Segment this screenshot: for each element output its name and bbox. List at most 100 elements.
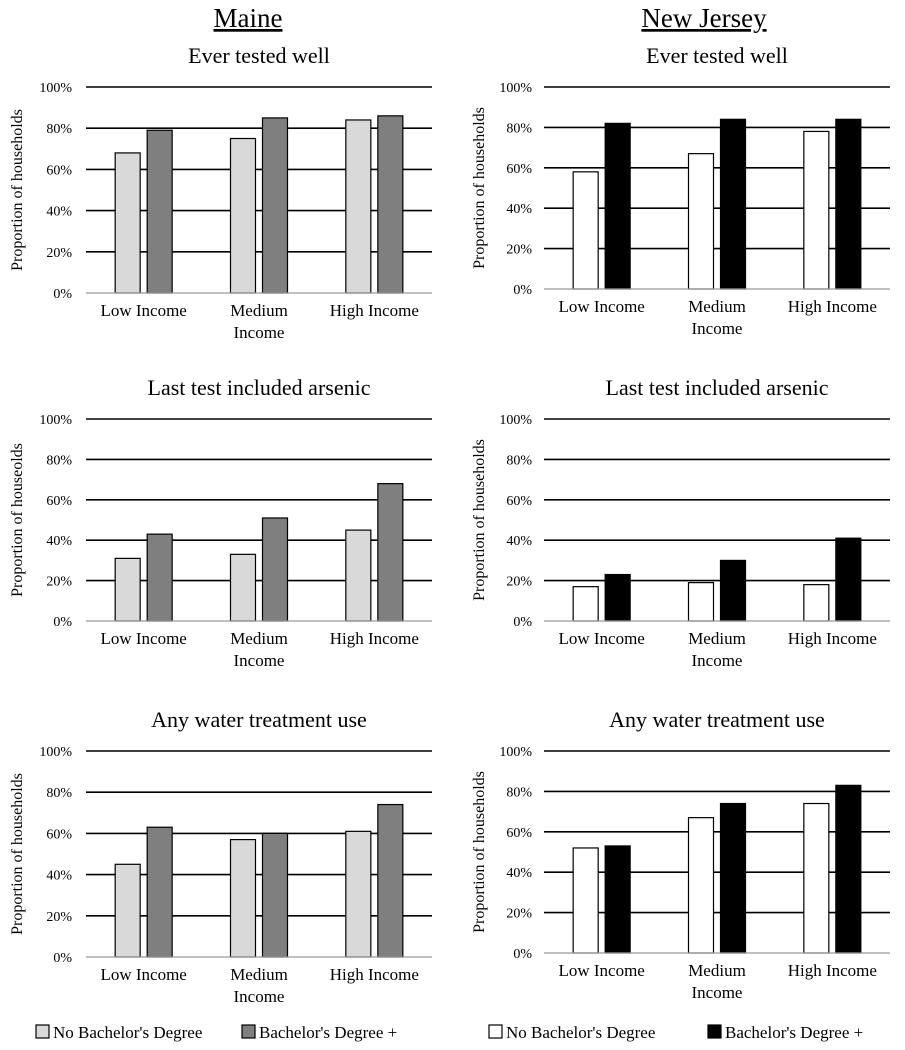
bar-no-bachelor-s-degree-low-income [572,171,599,290]
column-title-maine: Maine [214,3,283,33]
y-tick-label: 80% [506,121,532,136]
chart-new-jersey-ever-tested-well: Ever tested well Proportion of households… [471,43,890,338]
y-axis-label: Proportion of households [9,773,26,935]
y-tick-label: 20% [506,243,532,258]
bar-bachelor-s-degree-high-income [835,784,862,954]
bar-no-bachelor-s-degree-low-income [114,863,141,958]
bar-no-bachelor-s-degree-low-income [114,557,141,622]
y-axis-label: Proportion of households [471,771,488,933]
y-tick-label: 60% [506,826,532,841]
x-category-label: Medium [230,965,288,984]
y-tick-label: 20% [46,910,72,925]
legend-swatch [241,1024,256,1039]
bar-bachelor-s-degree-medium-income [719,118,747,290]
bar-bachelor-s-degree-high-income [835,537,862,622]
bar-no-bachelor-s-degree-low-income [114,152,141,294]
chart-new-jersey-any-water-treatment-use: Any water treatment use Proportion of hou… [471,707,890,1002]
x-category-label: High Income [788,629,877,648]
bar-bachelor-s-degree-high-income [377,803,404,958]
y-tick-label: 60% [506,162,532,177]
bar-bachelor-s-degree-high-income [377,115,404,294]
bar-no-bachelor-s-degree-medium-income [229,553,257,622]
chart-maine-last-test-included-arsenic: Last test included arsenic Proportion of … [9,375,432,670]
y-tick-label: 40% [46,534,72,549]
x-category-label: Low Income [558,961,644,980]
x-category-label: Low Income [558,297,644,316]
legend-swatch [35,1024,50,1039]
bar-no-bachelor-s-degree-high-income [803,584,830,622]
bar-bachelor-s-degree-low-income [146,533,173,622]
x-category-label: High Income [330,301,419,320]
bar-no-bachelor-s-degree-medium-income [687,817,715,954]
legend-label: No Bachelor's Degree [506,1023,655,1042]
x-category-label: High Income [330,629,419,648]
chart-maine-ever-tested-well: Ever tested well Proportion of households… [9,43,432,342]
y-tick-label: 40% [46,869,72,884]
column-title-new-jersey: New Jersey [641,3,767,33]
bar-bachelor-s-degree-low-income [604,573,631,622]
bar-no-bachelor-s-degree-medium-income [229,137,257,294]
y-tick-label: 20% [506,907,532,922]
bar-bachelor-s-degree-medium-income [719,802,747,954]
bar-no-bachelor-s-degree-medium-income [687,582,715,622]
y-axis-label: Proportion of houseolds [9,443,26,597]
bar-bachelor-s-degree-high-income [377,483,404,622]
y-tick-label: 0% [53,615,72,630]
bar-bachelor-s-degree-medium-income [261,517,289,622]
legend-swatch [488,1024,503,1039]
y-tick-label: 20% [46,575,72,590]
x-category-label: Income [234,987,285,1006]
y-tick-label: 0% [53,951,72,966]
bar-no-bachelor-s-degree-high-income [803,130,830,290]
x-category-label: High Income [788,961,877,980]
y-tick-label: 60% [506,494,532,509]
y-tick-label: 100% [499,81,532,96]
y-tick-label: 60% [46,163,72,178]
y-tick-label: 40% [46,205,72,220]
chart-panels: Ever tested well Proportion of households… [9,43,890,1006]
x-category-label: Medium [688,961,746,980]
chart-title: Any water treatment use [609,707,825,732]
y-axis-label: Proportion of households [471,107,488,269]
legend-label: Bachelor's Degree + [259,1023,397,1042]
y-tick-label: 20% [46,246,72,261]
x-category-label: Income [692,983,743,1002]
chart-title: Last test included arsenic [606,375,829,400]
bar-no-bachelor-s-degree-medium-income [687,153,715,290]
x-category-label: Income [692,319,743,338]
y-tick-label: 40% [506,866,532,881]
y-tick-label: 100% [39,81,72,96]
chart-title: Any water treatment use [151,707,367,732]
y-tick-label: 100% [499,413,532,428]
chart-title: Ever tested well [188,43,330,68]
y-tick-label: 80% [506,785,532,800]
y-tick-label: 40% [506,534,532,549]
bar-bachelor-s-degree-low-income [604,122,631,290]
x-category-label: Medium [230,301,288,320]
y-tick-label: 100% [499,745,532,760]
y-tick-label: 40% [506,202,532,217]
bar-no-bachelor-s-degree-high-income [345,529,372,622]
x-category-label: Low Income [558,629,644,648]
legend-maine: No Bachelor's Degree Bachelor's Degree + [35,1023,397,1042]
legend-label: Bachelor's Degree + [725,1023,863,1042]
bar-bachelor-s-degree-medium-income [261,117,289,294]
y-axis-label: Proportion of households [471,439,488,601]
y-tick-label: 80% [46,122,72,137]
x-category-label: Medium [230,629,288,648]
x-category-label: Low Income [100,965,186,984]
y-tick-label: 20% [506,575,532,590]
bar-bachelor-s-degree-low-income [604,845,631,954]
bar-bachelor-s-degree-medium-income [719,559,747,622]
y-tick-label: 60% [46,494,72,509]
y-tick-label: 100% [39,745,72,760]
y-tick-label: 0% [513,283,532,298]
y-axis-label: Proportion of households [9,109,26,271]
x-category-label: Low Income [100,301,186,320]
bar-no-bachelor-s-degree-medium-income [229,838,257,958]
bar-no-bachelor-s-degree-high-income [803,802,830,954]
x-category-label: Income [692,651,743,670]
y-tick-label: 80% [46,453,72,468]
y-tick-label: 80% [506,453,532,468]
